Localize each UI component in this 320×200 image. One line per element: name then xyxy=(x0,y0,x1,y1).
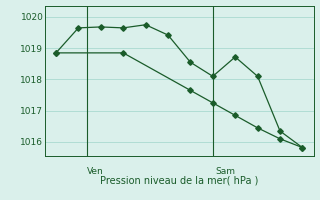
Text: Sam: Sam xyxy=(216,167,236,176)
X-axis label: Pression niveau de la mer( hPa ): Pression niveau de la mer( hPa ) xyxy=(100,175,258,185)
Text: Ven: Ven xyxy=(87,167,104,176)
